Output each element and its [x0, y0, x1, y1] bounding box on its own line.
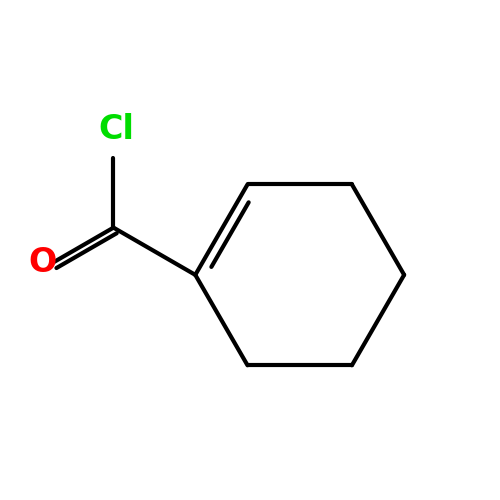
- Text: Cl: Cl: [98, 112, 134, 146]
- Text: O: O: [28, 246, 56, 279]
